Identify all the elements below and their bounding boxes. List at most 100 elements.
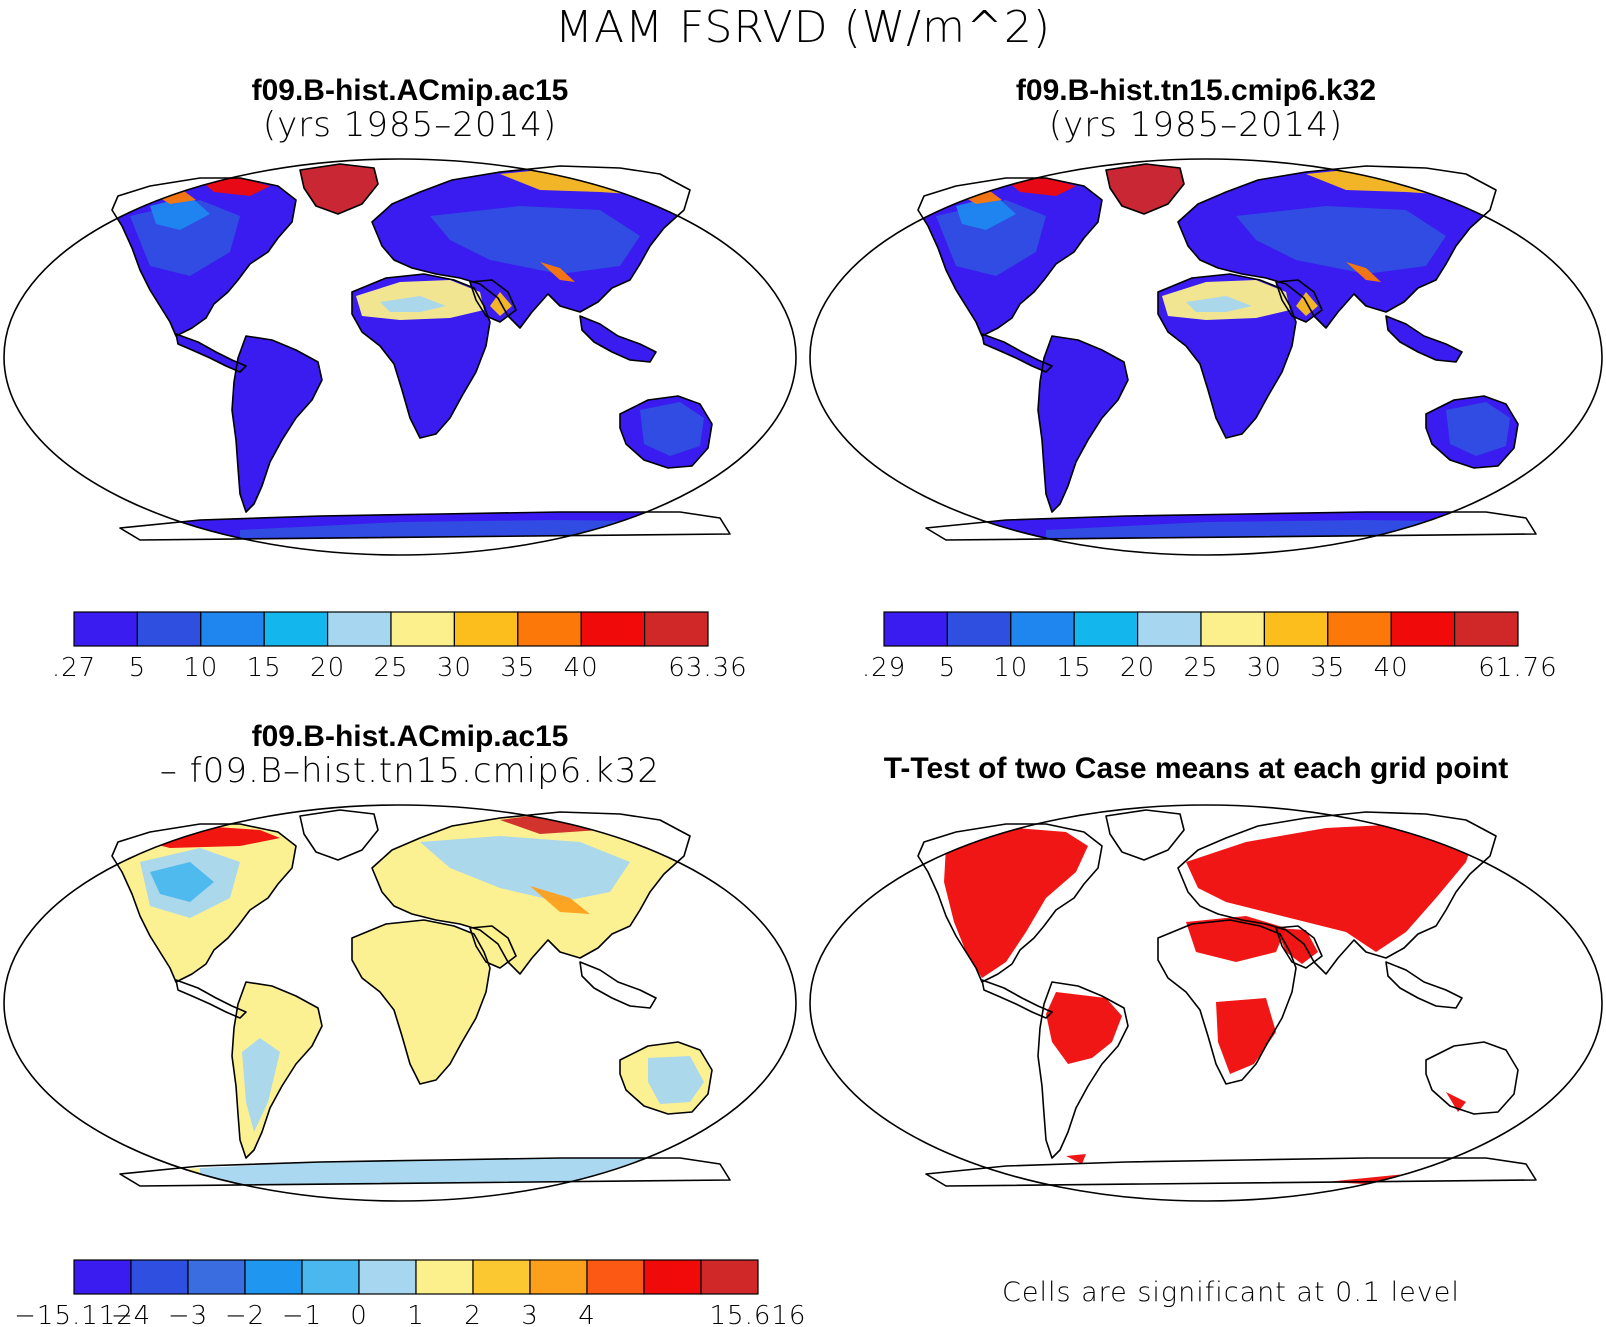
colorbar-tick-label: −1	[282, 1301, 322, 1327]
land-fill-southeastAsia	[1386, 316, 1462, 362]
coastline-centralAmerica	[175, 333, 247, 373]
coastline-antarctica	[119, 1157, 731, 1187]
colorbar-tick-label: 0	[350, 1301, 368, 1327]
colorbar-box	[529, 1259, 588, 1295]
colorbar-box	[263, 611, 329, 647]
coastline-southAmerica	[1037, 981, 1129, 1159]
coastline-centralAmerica	[175, 979, 247, 1019]
coastline-southeastAsia	[1385, 961, 1463, 1009]
colorbar-tick-label: 15.616	[710, 1301, 807, 1327]
field-patch	[1446, 1092, 1466, 1112]
map-case2	[809, 158, 1603, 556]
colorbar-tick-label: 10	[183, 653, 218, 683]
coastline-africa	[351, 919, 491, 1085]
colorbar-box	[136, 611, 202, 647]
panel-title-line1: T-Test of two Case means at each grid po…	[883, 752, 1509, 785]
coastline-greenland	[299, 809, 379, 861]
field-patch	[1006, 178, 1076, 196]
map-frame	[809, 158, 1603, 556]
land-fill-southAmerica	[1038, 336, 1128, 512]
colorbar-box	[130, 1259, 189, 1295]
field-patch	[300, 164, 378, 214]
colorbar-box	[73, 1259, 132, 1295]
colorbar-tick-label: 35	[500, 653, 535, 683]
panel-title-case2: f09.B-hist.tn15.cmip6.k32 (yrs 1985–2014…	[826, 74, 1566, 142]
coastline-eurasia	[1177, 811, 1497, 975]
colorbar-tick-label: 63.36	[668, 653, 747, 683]
colorbar-box	[1073, 611, 1139, 647]
figure-title: MAM FSRVD (W/m^2)	[555, 2, 1051, 53]
colorbar-tick-label: 25	[1183, 653, 1218, 683]
map-field	[4, 159, 796, 555]
colorbar-tick-label: 1	[407, 1301, 425, 1327]
colorbar-box	[1390, 611, 1456, 647]
field-patch	[530, 886, 590, 914]
coastline-australia	[1425, 1041, 1519, 1115]
field-patch	[150, 862, 214, 902]
colorbar-tick-label: 61.76	[1478, 653, 1557, 683]
colorbar-box	[883, 611, 949, 647]
map-case1	[3, 158, 797, 556]
colorbar-box	[301, 1259, 360, 1295]
colorbar-diff: −15.112−4 −3 −2 −1 0 1 2 3 4 15.616	[14, 1259, 805, 1327]
colorbar-tick-label: −4	[111, 1301, 151, 1327]
colorbar-box	[1453, 611, 1519, 647]
colorbar-box	[1263, 611, 1329, 647]
field-patch	[1446, 402, 1510, 456]
colorbar-tick-label: 5	[939, 653, 957, 683]
significance-note: Cells are significant at 0.1 level	[1002, 1277, 1460, 1308]
coastline-southeastAsia	[579, 961, 657, 1009]
field-patch	[470, 926, 516, 968]
colorbar-box	[472, 1259, 531, 1295]
field-patch	[1216, 998, 1276, 1074]
colorbar-box	[1200, 611, 1266, 647]
panel-title-diff: f09.B-hist.ACmip.ac15 – f09.B–hist.tn15.…	[40, 720, 780, 788]
field-patch	[420, 836, 630, 902]
coastline-africa	[1157, 273, 1297, 439]
coastline-northAmerica	[917, 823, 1103, 983]
colorbar-case2: .29 5 10 15 20 25 30 35 40 61.76	[862, 611, 1557, 683]
coastline-antarctica	[925, 1157, 1537, 1187]
colorbar-box	[643, 1259, 702, 1295]
coastline-africa	[351, 273, 491, 439]
land-fill-southAmerica	[232, 336, 322, 512]
colorbar-tick-label: 40	[564, 653, 599, 683]
field-patch	[540, 262, 575, 282]
coastline-southAmerica	[231, 335, 323, 513]
colorbar-box	[187, 1259, 246, 1295]
coastline-antarctica	[925, 511, 1537, 541]
coastline-greenland	[1105, 163, 1185, 215]
field-patch	[1276, 928, 1318, 964]
field-patch	[1186, 824, 1476, 952]
colorbar-box	[946, 611, 1012, 647]
colorbar-tick-label: 20	[310, 653, 345, 683]
colorbar-box	[700, 1259, 759, 1295]
colorbar-box	[1010, 611, 1075, 647]
colorbar-box	[73, 611, 139, 647]
colorbar-tick-label: 15	[1057, 653, 1092, 683]
field-patch	[1066, 1154, 1086, 1164]
map-frame	[3, 158, 797, 556]
coastline-northAmerica	[917, 177, 1103, 337]
field-patch	[1186, 916, 1286, 962]
panel-title-line1: f09.B-hist.ACmip.ac15	[251, 74, 569, 107]
field-patch	[1106, 164, 1184, 214]
coastline-northAmerica	[111, 177, 297, 337]
colorbar-tick-label: 4	[578, 1301, 596, 1327]
panel-title-line2: (yrs 1985–2014)	[262, 105, 558, 145]
land-fill-centralAmerica	[982, 334, 1052, 372]
field-patch	[200, 178, 270, 196]
map-field	[810, 805, 1602, 1201]
field-patch	[1186, 296, 1252, 312]
panel-title-line2: – f09.B–hist.tn15.cmip6.k32	[159, 751, 661, 791]
coastline-centralAmerica	[981, 333, 1053, 373]
colorbar-box	[327, 611, 392, 647]
field-patch	[380, 296, 446, 312]
field-patch	[956, 196, 1016, 230]
coastline-australia	[619, 1041, 713, 1115]
map-frame	[3, 804, 797, 1202]
colorbar-box	[200, 611, 265, 647]
map-ttest	[809, 804, 1603, 1202]
colorbar-box	[586, 1259, 645, 1295]
colorbar-tick-label: 3	[521, 1301, 539, 1327]
